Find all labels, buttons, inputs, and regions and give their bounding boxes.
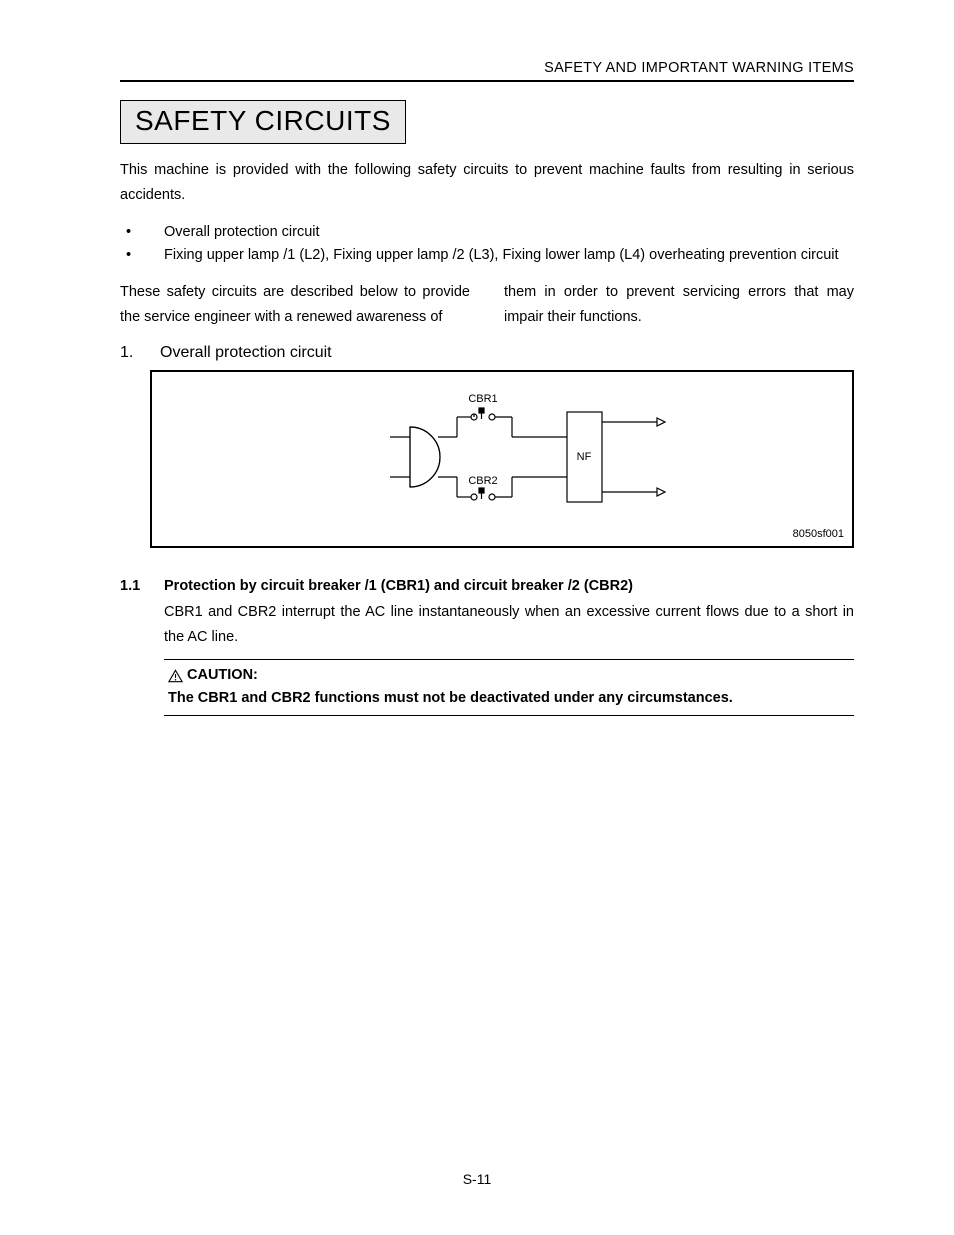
section-title: Overall protection circuit bbox=[160, 344, 332, 362]
page: SAFETY AND IMPORTANT WARNING ITEMS SAFET… bbox=[0, 0, 954, 1235]
caution-box: CAUTION: The CBR1 and CBR2 functions mus… bbox=[164, 659, 854, 716]
diagram-code: 8050sf001 bbox=[793, 528, 844, 540]
description-columns: These safety circuits are described belo… bbox=[120, 280, 854, 329]
diagram-label-nf: NF bbox=[577, 451, 592, 463]
section-heading: 1. Overall protection circuit bbox=[120, 344, 854, 362]
description-col-left: These safety circuits are described belo… bbox=[120, 280, 470, 329]
page-title: SAFETY CIRCUITS bbox=[120, 100, 406, 144]
subsection-title: Protection by circuit breaker /1 (CBR1) … bbox=[164, 574, 854, 599]
subsection: 1.1 Protection by circuit breaker /1 (CB… bbox=[120, 574, 854, 650]
list-item: • Fixing upper lamp /1 (L2), Fixing uppe… bbox=[120, 244, 854, 266]
caution-label: CAUTION: bbox=[187, 664, 258, 686]
caution-text: The CBR1 and CBR2 functions must not be … bbox=[168, 687, 850, 709]
subsection-number: 1.1 bbox=[120, 574, 164, 650]
bullet-icon: • bbox=[120, 221, 164, 243]
running-head: SAFETY AND IMPORTANT WARNING ITEMS bbox=[120, 60, 854, 82]
diagram-label-cbr2: CBR2 bbox=[468, 475, 497, 487]
diagram-label-cbr1: CBR1 bbox=[468, 393, 497, 405]
description-col-right: them in order to prevent servicing error… bbox=[504, 280, 854, 329]
list-item: • Overall protection circuit bbox=[120, 221, 854, 243]
title-box: SAFETY CIRCUITS bbox=[120, 100, 854, 158]
warning-icon bbox=[168, 669, 183, 683]
page-number: S-11 bbox=[0, 1171, 954, 1187]
circuit-diagram: CBR1 CBR2 NF 8050sf001 bbox=[150, 370, 854, 548]
bullet-icon: • bbox=[120, 244, 164, 266]
section-number: 1. bbox=[120, 344, 160, 362]
subsection-body: CBR1 and CBR2 interrupt the AC line inst… bbox=[164, 600, 854, 649]
circuit-svg: CBR1 CBR2 NF bbox=[152, 372, 852, 546]
intro-paragraph: This machine is provided with the follow… bbox=[120, 158, 854, 207]
bullet-text: Overall protection circuit bbox=[164, 221, 320, 243]
bullet-list: • Overall protection circuit • Fixing up… bbox=[120, 221, 854, 266]
bullet-text: Fixing upper lamp /1 (L2), Fixing upper … bbox=[164, 244, 839, 266]
